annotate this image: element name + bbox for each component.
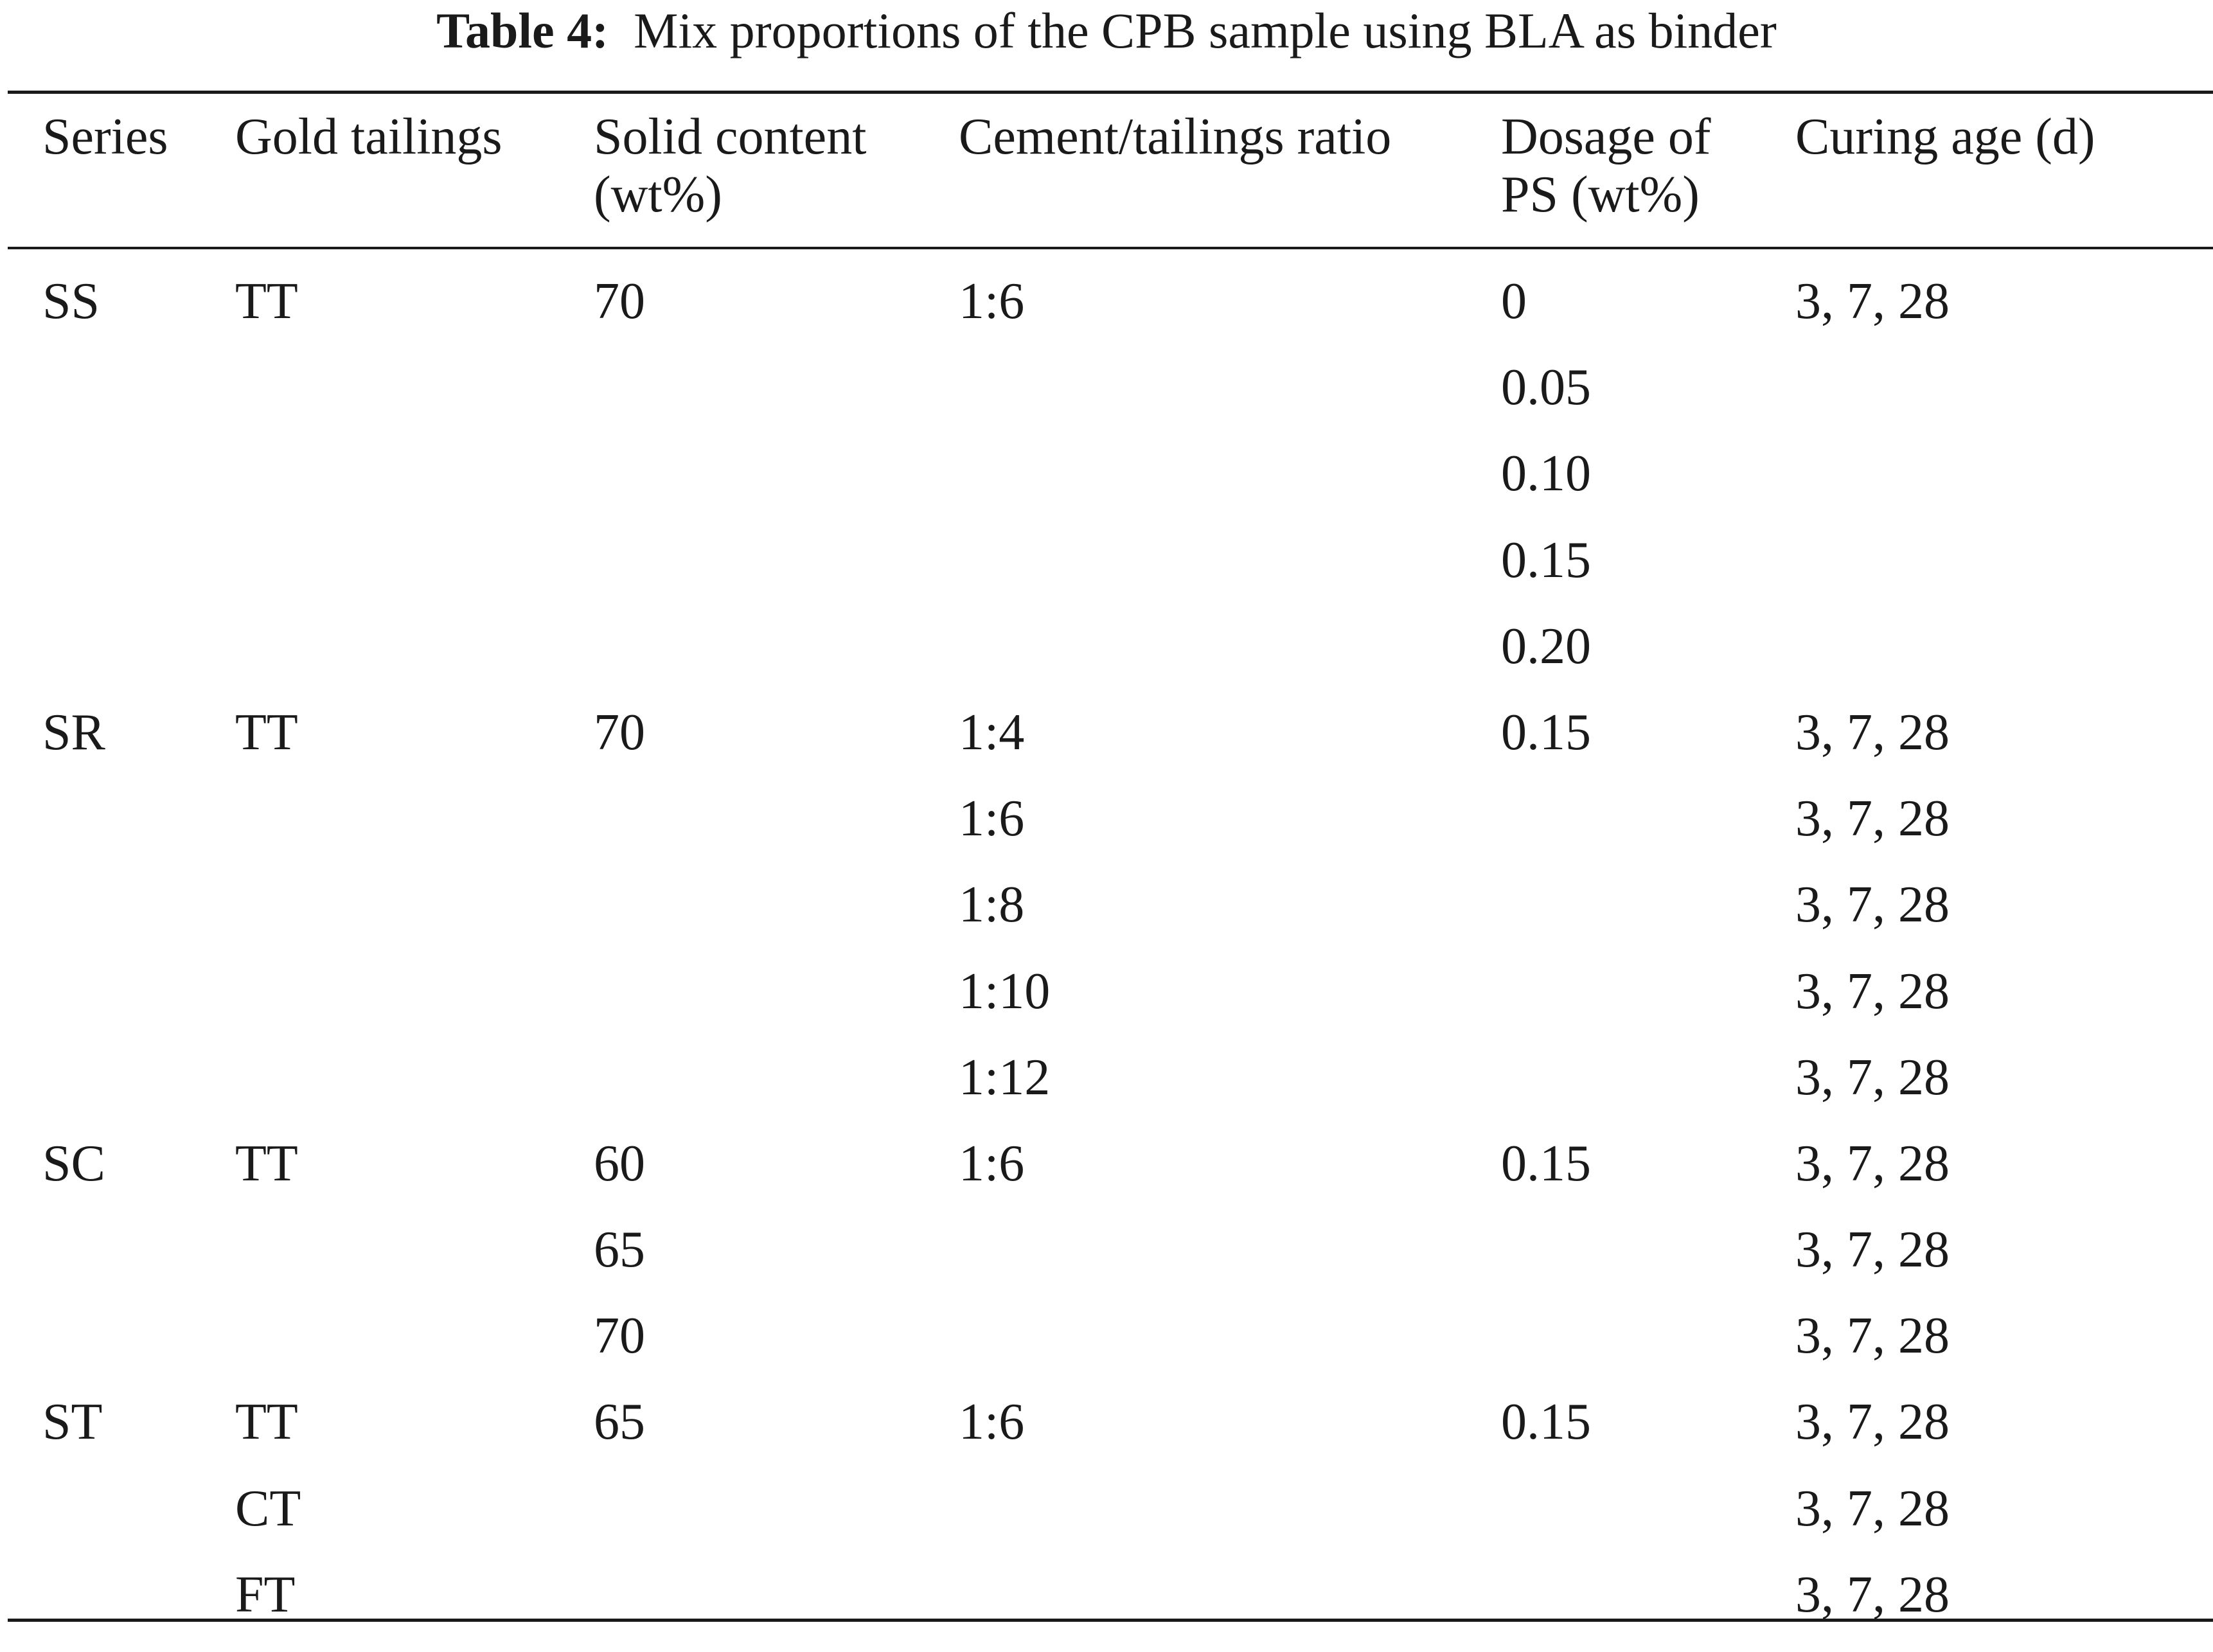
cell-curing-age: 3, 7, 28	[1795, 1049, 1950, 1106]
cell-cement-tailings-ratio: 1:6	[959, 790, 1025, 848]
cell-curing-age: 3, 7, 28	[1795, 1394, 1950, 1451]
header-rule	[8, 247, 2213, 249]
cell-curing-age: 3, 7, 28	[1795, 1135, 1950, 1192]
table-row: 0.10	[0, 445, 2213, 531]
table-caption: Table 4: Mix proportions of the CPB samp…	[0, 0, 2213, 71]
cell-curing-age: 3, 7, 28	[1795, 876, 1950, 934]
cell-series: SR	[42, 704, 105, 761]
cell-solid-content: 70	[594, 273, 645, 330]
cell-cement-tailings-ratio: 1:6	[959, 273, 1025, 330]
cell-cement-tailings-ratio: 1:10	[959, 963, 1051, 1020]
table-row: SR TT 70 1:4 0.15 3, 7, 28	[0, 704, 2213, 790]
header-solid-content: Solid content (wt%)	[594, 109, 867, 223]
cell-cement-tailings-ratio: 1:4	[959, 704, 1025, 761]
table-row: 0.15	[0, 531, 2213, 617]
table-row: 70 3, 7, 28	[0, 1307, 2213, 1393]
cell-curing-age: 3, 7, 28	[1795, 273, 1950, 330]
cell-gold-tailings: FT	[235, 1566, 296, 1623]
table-row: 0.05	[0, 359, 2213, 445]
cell-dosage-of-ps: 0.15	[1501, 531, 1591, 589]
table-row: 0.20	[0, 617, 2213, 704]
cell-gold-tailings: TT	[235, 1135, 298, 1192]
table-bottom-rule	[8, 1619, 2213, 1622]
caption-spacer	[609, 3, 634, 58]
cell-series: ST	[42, 1394, 103, 1451]
cell-cement-tailings-ratio: 1:6	[959, 1135, 1025, 1192]
table-caption-text: Mix proportions of the CPB sample using …	[634, 3, 1777, 58]
cell-gold-tailings: CT	[235, 1480, 301, 1537]
cell-solid-content: 70	[594, 1308, 645, 1365]
cell-dosage-of-ps: 0.15	[1501, 704, 1591, 761]
table-row: FT 3, 7, 28	[0, 1566, 2213, 1652]
cell-curing-age: 3, 7, 28	[1795, 1308, 1950, 1365]
table-row: 1:8 3, 7, 28	[0, 876, 2213, 962]
cell-dosage-of-ps: 0.10	[1501, 445, 1591, 502]
cell-curing-age: 3, 7, 28	[1795, 1480, 1950, 1537]
cell-dosage-of-ps: 0	[1501, 273, 1527, 330]
cell-curing-age: 3, 7, 28	[1795, 1566, 1950, 1623]
cell-curing-age: 3, 7, 28	[1795, 704, 1950, 761]
table-body: SS TT 70 1:6 0 3, 7, 28 0.05 0.10 0.15 0.20 SR TT 70…	[0, 272, 2213, 1652]
table-row: 1:12 3, 7, 28	[0, 1049, 2213, 1135]
header-curing-age: Curing age (d)	[1795, 109, 2095, 165]
header-cement-tailings-ratio: Cement/tailings ratio	[959, 109, 1392, 165]
header-dosage-of-ps: Dosage of PS (wt%)	[1501, 109, 1711, 223]
table-top-rule	[8, 91, 2213, 94]
cell-curing-age: 3, 7, 28	[1795, 790, 1950, 848]
cell-solid-content: 65	[594, 1394, 645, 1451]
cell-curing-age: 3, 7, 28	[1795, 1221, 1950, 1279]
cell-series: SC	[42, 1135, 105, 1192]
cell-solid-content: 70	[594, 704, 645, 761]
cell-cement-tailings-ratio: 1:12	[959, 1049, 1051, 1106]
cell-series: SS	[42, 273, 100, 330]
cell-solid-content: 60	[594, 1135, 645, 1192]
table-caption-label: Table 4:	[436, 3, 609, 58]
cell-dosage-of-ps: 0.05	[1501, 359, 1591, 416]
cell-cement-tailings-ratio: 1:6	[959, 1394, 1025, 1451]
table-row: 1:6 3, 7, 28	[0, 790, 2213, 876]
cell-gold-tailings: TT	[235, 273, 298, 330]
header-series: Series	[42, 109, 168, 165]
cell-curing-age: 3, 7, 28	[1795, 963, 1950, 1020]
cell-gold-tailings: TT	[235, 704, 298, 761]
table-row: CT 3, 7, 28	[0, 1480, 2213, 1566]
cell-dosage-of-ps: 0.20	[1501, 617, 1591, 675]
cell-solid-content: 65	[594, 1221, 645, 1279]
cell-gold-tailings: TT	[235, 1394, 298, 1451]
table-row: 1:10 3, 7, 28	[0, 963, 2213, 1049]
table-row: SC TT 60 1:6 0.15 3, 7, 28	[0, 1135, 2213, 1221]
cell-cement-tailings-ratio: 1:8	[959, 876, 1025, 934]
cell-dosage-of-ps: 0.15	[1501, 1394, 1591, 1451]
table-row: SS TT 70 1:6 0 3, 7, 28	[0, 272, 2213, 359]
table-row: ST TT 65 1:6 0.15 3, 7, 28	[0, 1393, 2213, 1479]
table-row: 65 3, 7, 28	[0, 1221, 2213, 1307]
cell-dosage-of-ps: 0.15	[1501, 1135, 1591, 1192]
header-gold-tailings: Gold tailings	[235, 109, 502, 165]
